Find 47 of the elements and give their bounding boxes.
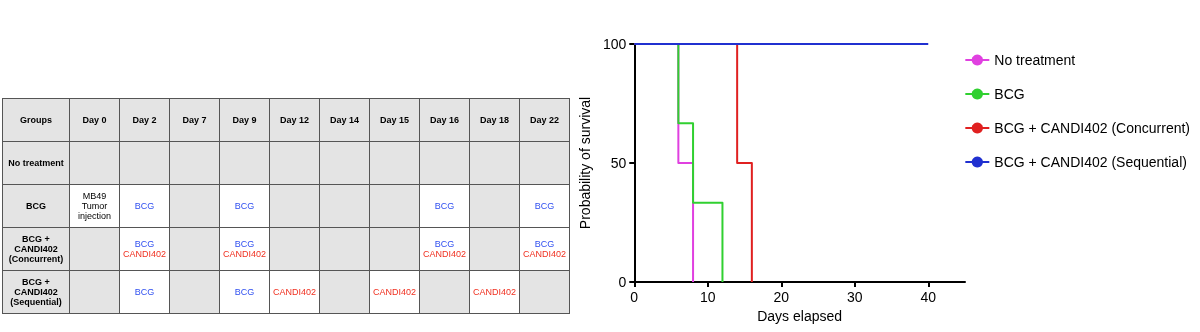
text: BCG [234, 287, 255, 297]
category-label: Day 14 [319, 98, 370, 142]
x-tick-label: 20 [773, 289, 790, 305]
x-tick-label: 30 [846, 289, 863, 305]
category-label: Day 12 [269, 98, 320, 142]
text: MB49 Tumor injection [77, 191, 112, 221]
y-tick-label: 50 [610, 155, 627, 171]
text: CANDI402 [222, 249, 267, 259]
category-label: BCG + CANDI402 (Sequential) [10, 277, 62, 307]
category-label: BCG [26, 201, 46, 211]
category-label: Day 9 [219, 98, 270, 142]
text: BCG [434, 239, 455, 249]
legend-label: BCG + CANDI402 (Sequential) [994, 154, 1187, 170]
x-tick-label: 10 [699, 289, 716, 305]
text: CANDI402 [472, 287, 517, 297]
text: CANDI402 [272, 287, 317, 297]
y-axis-title: Probability of survival [577, 96, 593, 230]
text: Groups [2, 98, 70, 142]
y-tick-label: 0 [618, 274, 627, 290]
legend-label: BCG [994, 86, 1025, 102]
text: CANDI402 [122, 249, 167, 259]
category-label: Day 0 [69, 98, 120, 142]
category-label: Day 22 [519, 98, 570, 142]
category-label: No treatment [8, 158, 64, 168]
category-label: Day 2 [119, 98, 170, 142]
x-tick-label: 0 [630, 289, 639, 305]
legend-label: No treatment [994, 52, 1076, 68]
text: BCG [534, 239, 555, 249]
text: BCG [134, 287, 155, 297]
text: CANDI402 [422, 249, 467, 259]
text: BCG [134, 239, 155, 249]
text: BCG [234, 201, 255, 211]
x-axis-title: Days elapsed [757, 307, 843, 324]
text: BCG [434, 201, 455, 211]
x-tick-label: 40 [920, 289, 937, 305]
text: BCG [534, 201, 555, 211]
category-label: Day 16 [419, 98, 470, 142]
category-label: BCG + CANDI402 (Concurrent) [8, 234, 64, 264]
category-label: Day 7 [169, 98, 220, 142]
text: CANDI402 [522, 249, 567, 259]
text: BCG [134, 201, 155, 211]
text: CANDI402 [372, 287, 417, 297]
y-tick-label: 100 [602, 36, 627, 52]
legend-label: BCG + CANDI402 (Concurrent) [994, 120, 1191, 136]
text: BCG [234, 239, 255, 249]
category-label: Day 18 [469, 98, 520, 142]
category-label: Day 15 [369, 98, 420, 142]
